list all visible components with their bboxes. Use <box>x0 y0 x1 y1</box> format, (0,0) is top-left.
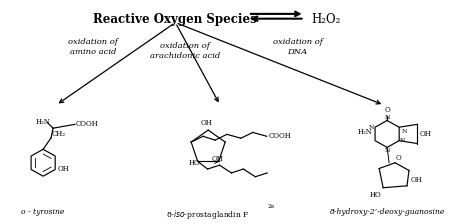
Text: N: N <box>384 114 390 120</box>
Text: 8-hydroxy-2’-deoxy-guanosine: 8-hydroxy-2’-deoxy-guanosine <box>329 208 445 216</box>
Text: H₂N: H₂N <box>35 118 50 126</box>
Text: N: N <box>369 125 374 130</box>
Text: o - tyrosine: o - tyrosine <box>21 208 65 216</box>
Text: H₂N: H₂N <box>357 128 372 136</box>
Text: N: N <box>384 148 390 153</box>
Text: OH: OH <box>201 119 212 127</box>
Text: oxidation of
amino acid: oxidation of amino acid <box>68 38 118 56</box>
Text: oxidation of
DNA: oxidation of DNA <box>273 38 323 56</box>
Text: OH: OH <box>211 155 223 164</box>
Text: OH: OH <box>411 176 423 184</box>
Text: OH: OH <box>57 166 69 173</box>
Text: COOH: COOH <box>76 120 99 128</box>
Text: oxidation of
arachidonic acid: oxidation of arachidonic acid <box>150 42 220 60</box>
Text: Reactive Oxygen Species: Reactive Oxygen Species <box>93 13 257 26</box>
Text: O: O <box>396 154 402 162</box>
Text: HO: HO <box>189 159 201 167</box>
Text: O: O <box>384 106 390 114</box>
Text: H₂O₂: H₂O₂ <box>311 13 341 26</box>
Text: CH₂: CH₂ <box>52 130 66 138</box>
Text: N: N <box>402 129 408 134</box>
Text: N: N <box>400 138 406 143</box>
Text: 2α: 2α <box>268 204 275 209</box>
Text: 8-$\it{iso}$-prostaglandin F: 8-$\it{iso}$-prostaglandin F <box>166 208 250 221</box>
Text: HO: HO <box>369 191 381 199</box>
Text: COOH: COOH <box>269 132 292 140</box>
Text: OH: OH <box>419 130 431 138</box>
